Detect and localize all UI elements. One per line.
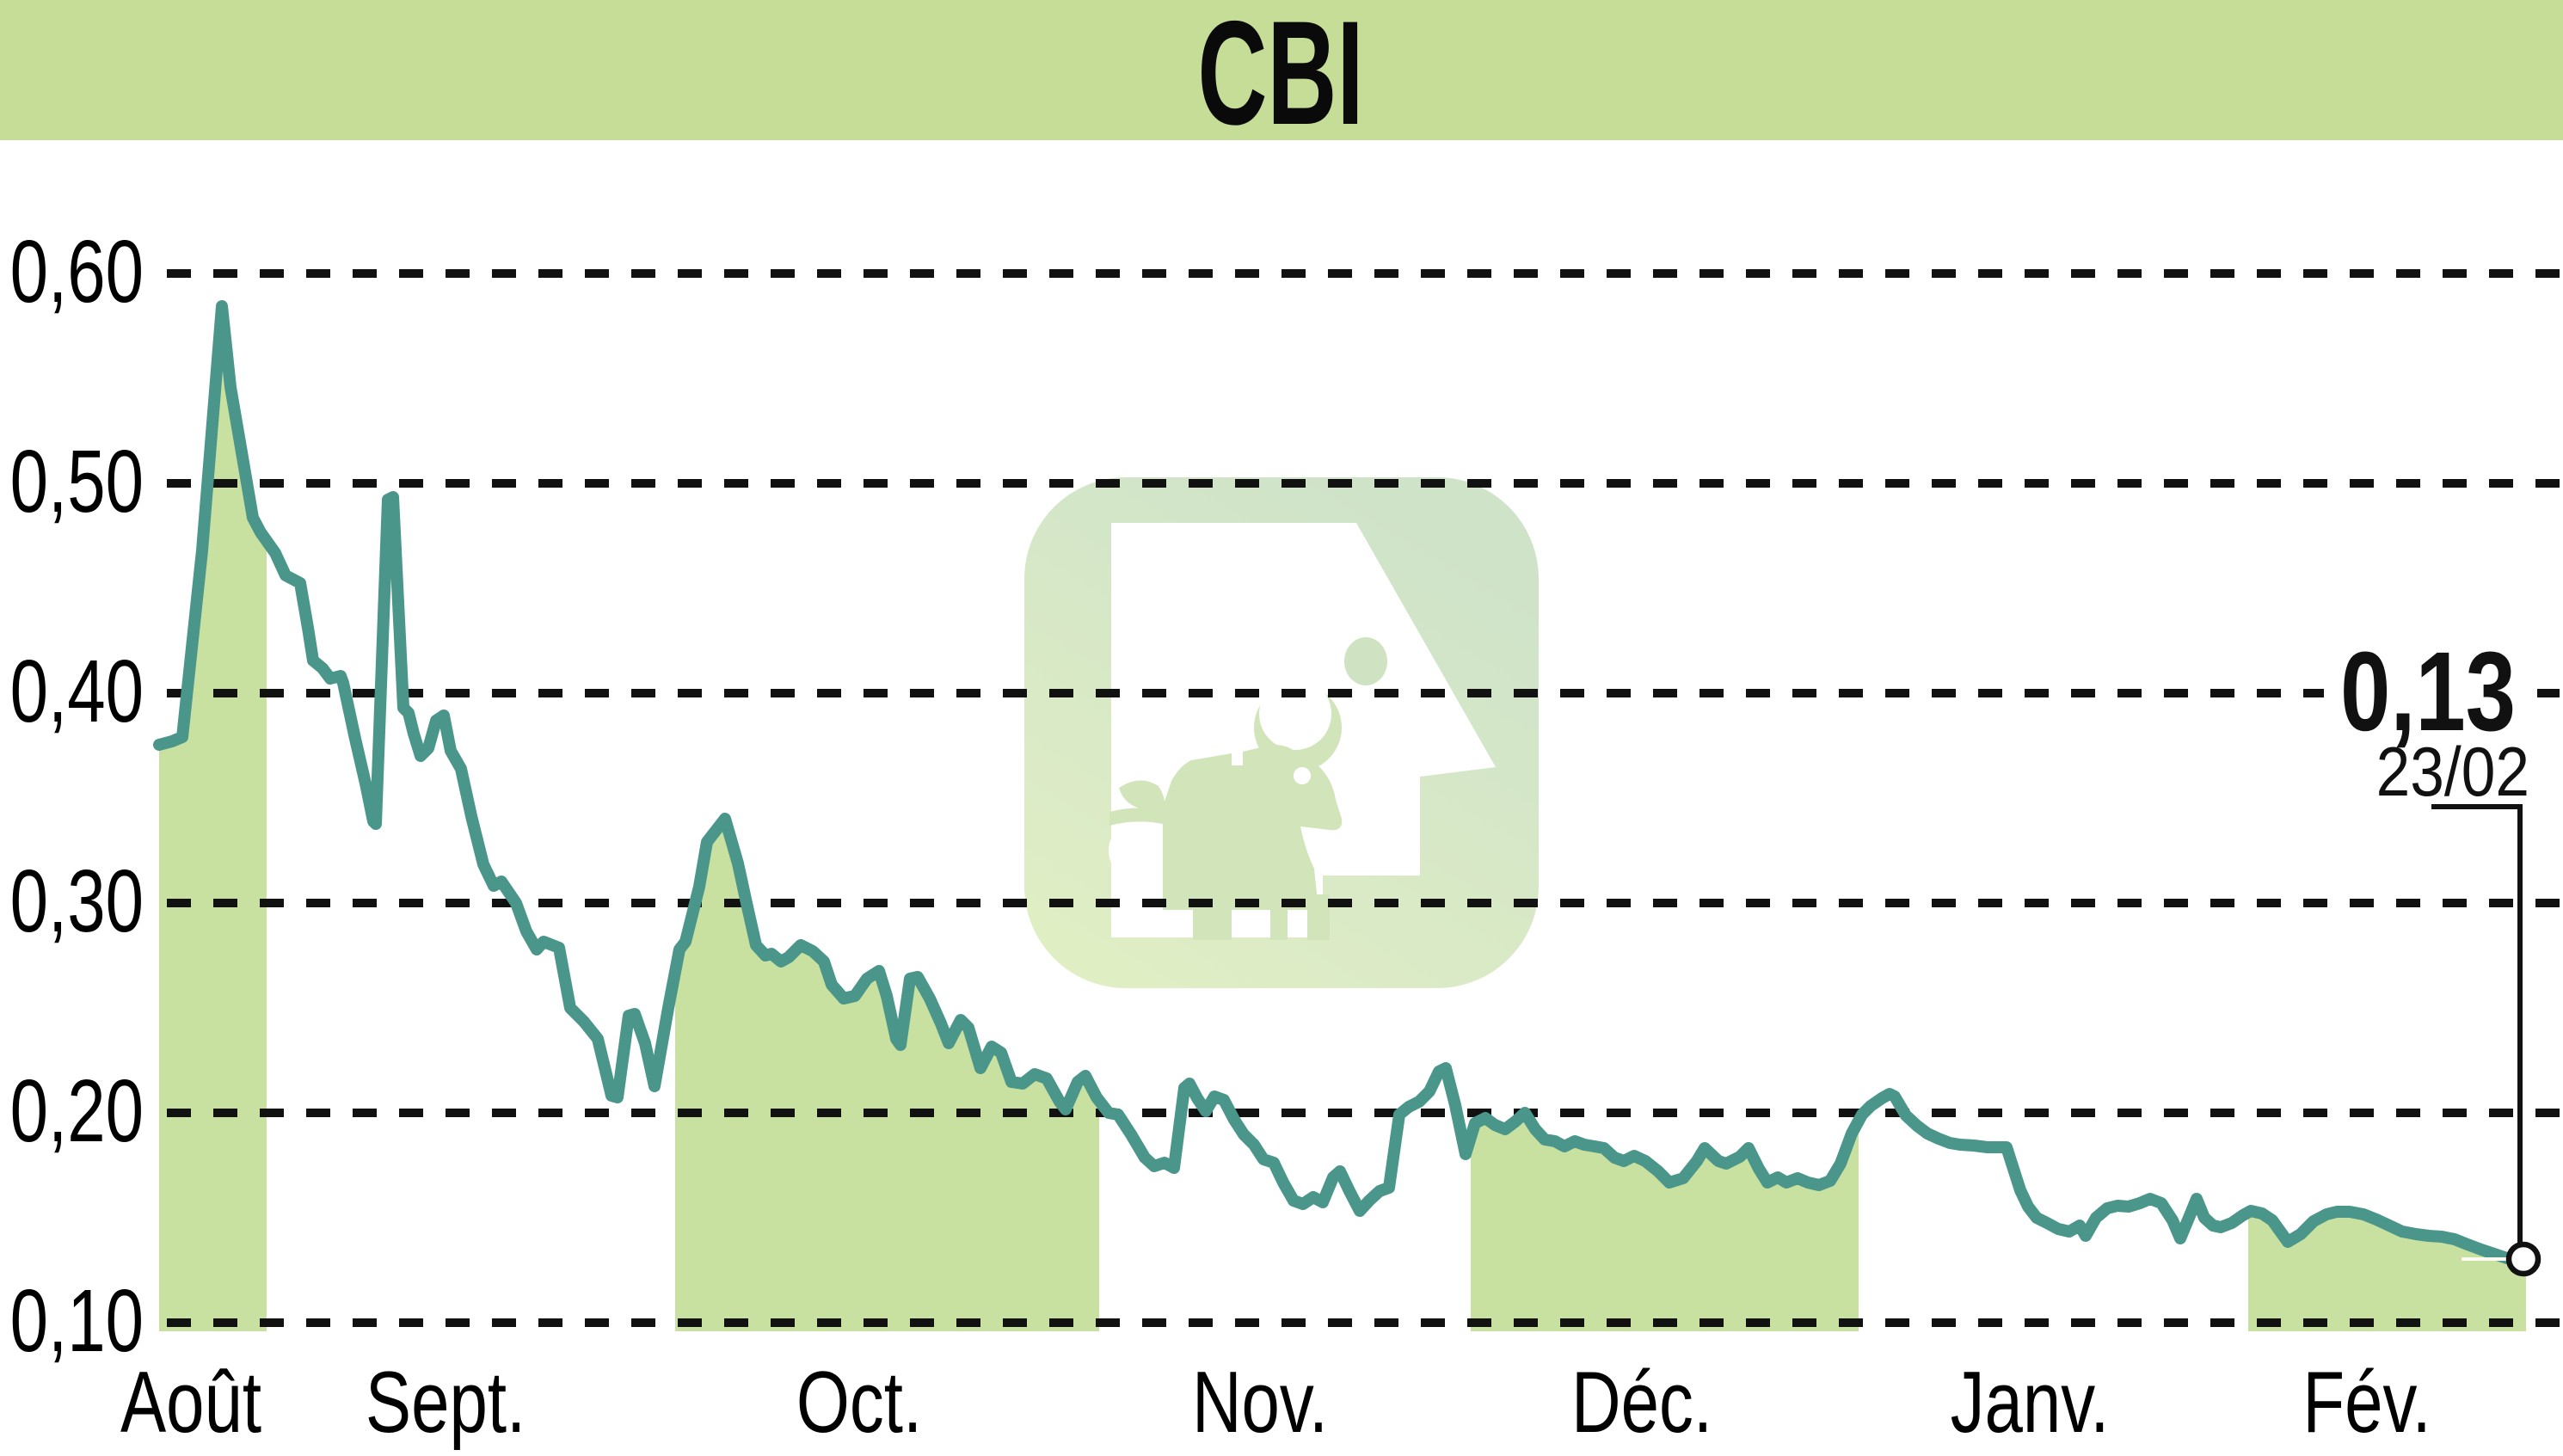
svg-text:Nov.: Nov. xyxy=(1192,1355,1328,1451)
svg-text:0,30: 0,30 xyxy=(10,851,144,950)
svg-text:0,60: 0,60 xyxy=(10,222,144,321)
svg-text:Août: Août xyxy=(120,1355,261,1451)
svg-text:Déc.: Déc. xyxy=(1571,1355,1712,1451)
svg-text:0,40: 0,40 xyxy=(10,642,144,740)
svg-text:0,13: 0,13 xyxy=(2340,630,2516,755)
svg-text:Sept.: Sept. xyxy=(366,1355,526,1451)
svg-text:0,50: 0,50 xyxy=(10,432,144,531)
svg-text:Fév.: Fév. xyxy=(2302,1355,2431,1451)
svg-text:Janv.: Janv. xyxy=(1951,1355,2110,1451)
svg-text:0,10: 0,10 xyxy=(10,1271,144,1370)
svg-text:Oct.: Oct. xyxy=(796,1355,922,1451)
svg-text:0,20: 0,20 xyxy=(10,1061,144,1160)
svg-text:23/02: 23/02 xyxy=(2376,734,2529,811)
svg-text:CBI: CBI xyxy=(1197,0,1363,156)
